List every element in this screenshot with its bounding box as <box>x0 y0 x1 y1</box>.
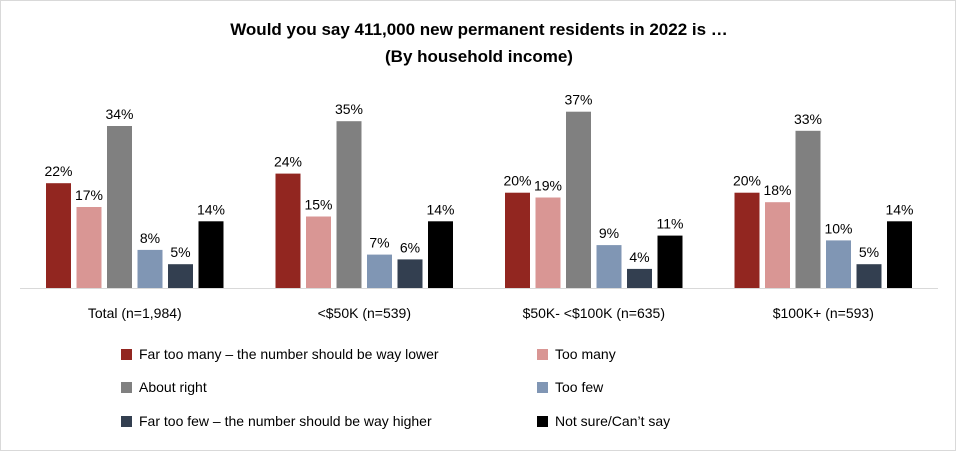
bar <box>107 126 132 288</box>
data-label: 34% <box>105 106 133 122</box>
chart-subtitle: (By household income) <box>385 47 573 66</box>
legend-label: Too few <box>555 379 604 395</box>
data-label: 18% <box>763 182 791 198</box>
legend-swatch <box>121 348 132 360</box>
bar <box>887 221 912 288</box>
data-label: 33% <box>794 111 822 127</box>
bar <box>428 221 453 288</box>
bar <box>795 130 821 288</box>
data-label: 8% <box>140 230 160 246</box>
data-label: 20% <box>503 173 531 189</box>
data-label: 37% <box>564 92 592 108</box>
legend-swatch <box>121 415 132 427</box>
legend-item: About right <box>121 377 207 397</box>
category-tick-label: $50K- <$100K (n=635) <box>523 305 665 321</box>
data-label: 22% <box>44 163 72 179</box>
chart-title: Would you say 411,000 new permanent resi… <box>230 20 728 39</box>
bar <box>856 264 882 288</box>
bar <box>734 192 760 288</box>
data-label: 19% <box>534 178 562 194</box>
bar <box>275 173 301 288</box>
category-tick-label: <$50K (n=539) <box>318 305 411 321</box>
category-tick-label: Total (n=1,984) <box>88 305 182 321</box>
legend-item: Far too few – the number should be way h… <box>121 411 432 431</box>
data-label: 14% <box>197 201 225 217</box>
legend-swatch <box>537 415 548 427</box>
data-label: 14% <box>885 201 913 217</box>
bar <box>505 192 530 288</box>
data-label: 24% <box>274 154 302 170</box>
data-label: 7% <box>369 235 389 251</box>
data-label: 15% <box>304 197 332 213</box>
bar <box>137 249 163 288</box>
data-label: 9% <box>599 225 619 241</box>
bar <box>566 111 591 288</box>
legend-label: Far too few – the number should be way h… <box>139 413 432 429</box>
data-label: 20% <box>733 173 761 189</box>
legend-item: Too few <box>537 377 603 397</box>
bar <box>46 183 71 288</box>
bar <box>765 202 790 288</box>
legend-label: Not sure/Can’t say <box>555 413 671 429</box>
bar <box>76 207 102 288</box>
data-label: 4% <box>629 249 649 265</box>
legend-item: Not sure/Can’t say <box>537 411 670 431</box>
bar <box>627 268 652 288</box>
legend-item: Far too many – the number should be way … <box>121 344 439 364</box>
data-label: 10% <box>824 220 852 236</box>
legend-label: Far too many – the number should be way … <box>139 346 439 362</box>
data-label: 6% <box>400 239 420 255</box>
data-label: 11% <box>657 216 684 232</box>
legend-swatch <box>121 381 132 393</box>
legend-label: About right <box>139 379 207 395</box>
data-label: 35% <box>335 101 363 117</box>
bar <box>198 221 224 288</box>
bar <box>367 254 392 288</box>
data-label: 14% <box>426 201 454 217</box>
bar <box>535 197 561 288</box>
data-label: 5% <box>859 244 879 260</box>
bar <box>336 121 362 288</box>
legend-swatch <box>537 348 548 360</box>
bar <box>397 259 423 288</box>
bar <box>306 216 331 288</box>
legend-label: Too many <box>555 346 616 362</box>
data-label: 17% <box>75 187 103 203</box>
bar <box>826 240 851 288</box>
category-tick-label: $100K+ (n=593) <box>773 305 874 321</box>
legend-swatch <box>537 381 548 393</box>
bar <box>168 264 193 288</box>
bar <box>596 245 622 288</box>
legend-item: Too many <box>537 344 616 364</box>
data-label: 5% <box>170 244 190 260</box>
bar <box>657 235 683 288</box>
